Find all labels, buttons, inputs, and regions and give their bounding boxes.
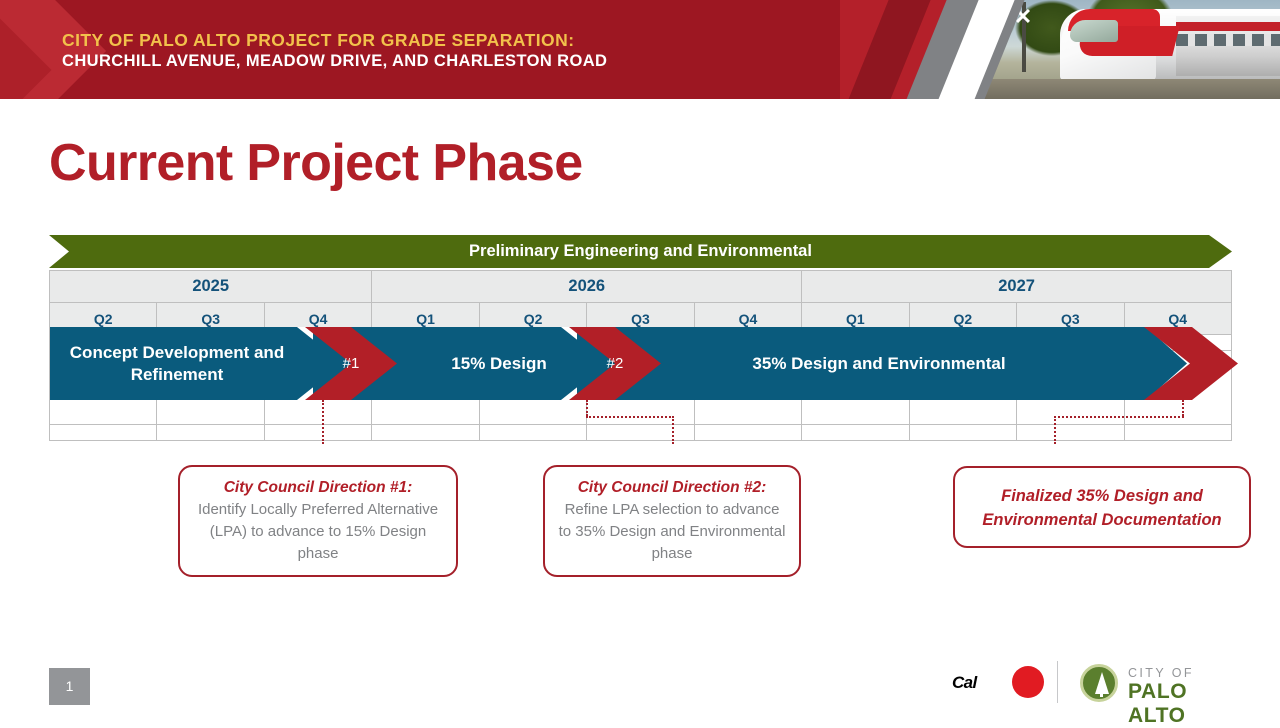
page-title: Current Project Phase: [49, 134, 583, 192]
timeline-year-row: 2025 2026 2027: [48, 270, 1232, 303]
palo-alto-city-of-text: CITY OF: [1128, 666, 1194, 680]
header-subtitle: CHURCHILL AVENUE, MEADOW DRIVE, AND CHAR…: [62, 52, 608, 70]
tree-shape-icon: [1095, 672, 1109, 694]
photo-train-car-stripe: [1176, 22, 1280, 31]
quarter-cell: Q3: [586, 302, 695, 335]
header-bottom-rule: [0, 99, 1280, 101]
year-cell-2026: 2026: [371, 270, 803, 303]
green-banner-shape: [49, 235, 1232, 268]
header-train-photo: ✕: [840, 0, 1280, 101]
year-cell-2027: 2027: [801, 270, 1232, 303]
page-number-badge: 1: [49, 668, 90, 705]
photo-crossing-pole: [1022, 2, 1026, 72]
caltrain-wordmark: Caltrain: [952, 673, 1044, 693]
quarter-cell: Q4: [693, 302, 803, 335]
timeline-table: 2025 2026 2027 Q2 Q3 Q4 Q1 Q2 Q3 Q4 Q1 Q…: [48, 270, 1233, 441]
quarter-cell: Q2: [908, 302, 1018, 335]
quarter-cell: Q4: [1123, 302, 1233, 335]
photo-train-car-windows: [1176, 34, 1280, 46]
timeline-bar-row: [48, 350, 1233, 425]
callout-city-council-direction-2: City Council Direction #2: Refine LPA se…: [543, 465, 801, 577]
preliminary-engineering-banner: Preliminary Engineering and Environmenta…: [49, 235, 1232, 268]
quarter-cell: Q1: [801, 302, 910, 335]
caltrain-train-text: train: [976, 673, 1011, 692]
photo-train-windshield: [1070, 20, 1118, 42]
timeline-container: Preliminary Engineering and Environmenta…: [48, 235, 1238, 444]
header-title: CITY OF PALO ALTO PROJECT FOR GRADE SEPA…: [62, 30, 575, 50]
year-cell-2025: 2025: [48, 270, 373, 303]
quarter-cell: Q2: [48, 302, 158, 335]
callout-1-body: Identify Locally Preferred Alternative (…: [197, 501, 439, 562]
logo-divider: [1057, 661, 1058, 703]
palo-alto-tree-icon: [1080, 664, 1118, 702]
header-banner: CITY OF PALO ALTO PROJECT FOR GRADE SEPA…: [0, 0, 1280, 101]
callout-2-heading: City Council Direction #2:: [577, 479, 767, 496]
callout-city-council-direction-1: City Council Direction #1: Identify Loca…: [178, 465, 458, 577]
palo-alto-name-text: PALO ALTO: [1128, 680, 1188, 727]
timeline-spacer-row-top: [48, 334, 1233, 351]
timeline-quarter-row: Q2 Q3 Q4 Q1 Q2 Q3 Q4 Q1 Q2 Q3 Q4: [48, 302, 1233, 335]
callout-finalized-design: Finalized 35% Design and Environmental D…: [953, 466, 1251, 548]
tree-trunk-icon: [1100, 691, 1103, 697]
callout-2-body: Refine LPA selection to advance to 35% D…: [558, 501, 786, 562]
quarter-cell: Q2: [478, 302, 588, 335]
footer-logos: Caltrain CITY OF PALO ALTO: [952, 659, 1232, 727]
callout-1-heading: City Council Direction #1:: [223, 479, 413, 496]
timeline-spacer-row-bottom: [48, 424, 1233, 441]
callout-3-heading: Finalized 35% Design and Environmental D…: [982, 487, 1222, 529]
header-title-block: CITY OF PALO ALTO PROJECT FOR GRADE SEPA…: [62, 29, 607, 72]
caltrain-circle-icon: [1012, 666, 1044, 698]
quarter-cell: Q1: [371, 302, 480, 335]
green-banner-label: Preliminary Engineering and Environmenta…: [469, 242, 812, 260]
caltrain-cal-text: Cal: [952, 673, 977, 692]
quarter-cell: Q3: [156, 302, 265, 335]
quarter-cell: Q4: [263, 302, 373, 335]
caltrain-logo: Caltrain: [952, 666, 1044, 698]
quarter-cell: Q3: [1016, 302, 1125, 335]
